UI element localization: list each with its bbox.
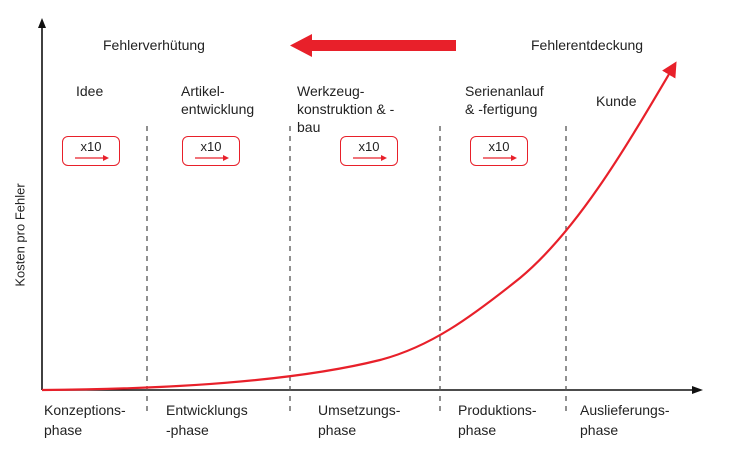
small-right-arrow-icon — [195, 155, 229, 161]
phase-label-text: Umsetzungs- phase — [318, 402, 401, 438]
stage-label-tooling: Werkzeug- konstruktion & - bau — [297, 82, 394, 136]
phase-label-concept: Konzeptions- phase — [44, 400, 126, 440]
prevention-arrow-head — [290, 34, 312, 57]
stage-label-production: Serienanlauf & -fertigung — [465, 82, 544, 118]
detection-label: Fehlerentdeckung — [531, 37, 644, 53]
multiplier-text: x10 — [358, 139, 380, 154]
stage-label-development: Artikel- entwicklung — [181, 82, 254, 118]
multiplier-badge: x10 — [340, 136, 398, 166]
multiplier-text: x10 — [488, 139, 510, 154]
multiplier-text: x10 — [80, 139, 102, 154]
multiplier-badge: x10 — [470, 136, 528, 166]
y-axis-arrowhead — [38, 18, 46, 28]
phase-label-text: Entwicklungs -phase — [166, 402, 248, 438]
small-right-arrow-icon — [353, 155, 387, 161]
multiplier-badge: x10 — [182, 136, 240, 166]
phase-label-text: Konzeptions- phase — [44, 402, 126, 438]
y-axis-label: Kosten pro Fehler — [12, 183, 28, 287]
phase-label-text: Produktions- phase — [458, 402, 537, 438]
stage-label-text: Serienanlauf & -fertigung — [465, 83, 544, 117]
small-right-arrow-icon — [75, 155, 109, 161]
multiplier-text: x10 — [200, 139, 222, 154]
phase-label-implementation: Umsetzungs- phase — [318, 400, 400, 440]
stage-label-text: Artikel- entwicklung — [181, 83, 255, 117]
stage-label-text: Kunde — [596, 93, 637, 109]
phase-label-text: Auslieferungs- phase — [580, 402, 670, 438]
stage-label-text: Werkzeug- konstruktion & - bau — [297, 83, 395, 135]
stage-label-text: Idee — [76, 83, 104, 99]
stage-label-customer: Kunde — [596, 92, 636, 110]
x-axis-arrowhead — [692, 386, 703, 394]
multiplier-badge: x10 — [62, 136, 120, 166]
phase-label-production: Produktions- phase — [458, 400, 537, 440]
stage-label-idea: Idee — [76, 82, 103, 100]
phase-label-delivery: Auslieferungs- phase — [580, 400, 670, 440]
cost-curve — [41, 61, 677, 392]
phase-label-development: Entwicklungs -phase — [166, 400, 248, 440]
small-right-arrow-icon — [483, 155, 517, 161]
prevention-arrow-shaft — [308, 40, 456, 51]
prevention-label: Fehlerverhütung — [103, 37, 205, 53]
